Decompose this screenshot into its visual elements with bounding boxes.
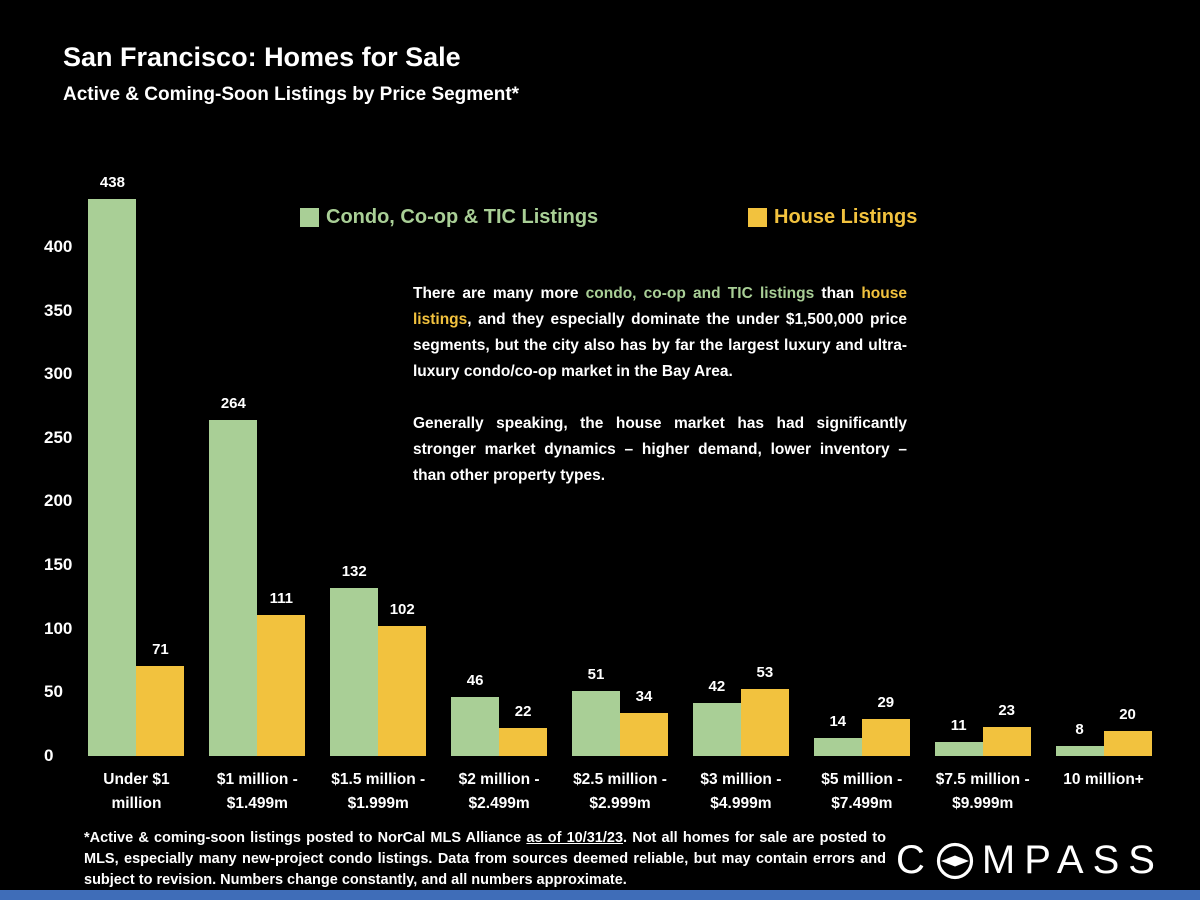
bar-value-label: 11 (950, 717, 967, 734)
x-axis-category-label: 10 million+ (1063, 771, 1144, 788)
bar-value-label: 46 (466, 672, 484, 689)
annotation-p1-text-3: , and they especially dominate the under… (413, 311, 907, 380)
bar-condo: 132 (330, 563, 379, 756)
x-axis-labels: Under $1 million $1 million - $1.499m $1.5 m… (76, 768, 1164, 816)
legend-label-condo: Condo, Co-op & TIC Listings (326, 206, 599, 228)
x-axis-category-label: $2 million - $2.499m (458, 771, 540, 813)
bar-house: 34 (620, 688, 668, 756)
bar-value-label: 14 (829, 713, 847, 730)
page-subtitle: Active & Coming-Soon Listings by Price S… (63, 84, 520, 105)
bar-value-label: 42 (708, 678, 726, 695)
bar-value-label: 53 (756, 664, 774, 681)
x-axis-category-label: $7.5 million - $9.999m (935, 771, 1030, 813)
y-tick-label: 50 (44, 682, 63, 702)
x-axis-category-label: $5 million - $7.499m (821, 771, 903, 813)
bottom-blue-strip (0, 890, 1200, 900)
page-title: San Francisco: Homes for Sale (63, 42, 461, 72)
bar-house: 53 (740, 664, 789, 756)
footnote-text-2: . Not all homes for sale are posted to M… (84, 830, 886, 888)
legend-label-house: House Listings (774, 206, 918, 228)
plot-area: 438 71 264 111 132 102 46 22 51 34 42 53 14 29 11 23 8 20 (76, 174, 1164, 756)
legend-swatch-condo-icon (300, 208, 319, 227)
compass-logo: C MPASS (896, 838, 1164, 883)
y-tick-label: 300 (44, 364, 73, 384)
bar-value-label: 111 (269, 590, 294, 607)
y-tick-label: 200 (44, 491, 73, 511)
bar-group: 132 102 (318, 563, 439, 756)
bar-value-label: 22 (514, 703, 532, 720)
bar-house: 102 (378, 601, 427, 756)
bar-value-label: 8 (1075, 721, 1084, 738)
footnote-date-underlined: as of 10/31/23 (526, 830, 624, 846)
y-tick-label: 0 (44, 746, 54, 765)
bar-value-label: 132 (341, 563, 367, 580)
bar-value-label: 71 (152, 641, 169, 658)
bar-value-label: 438 (99, 174, 125, 191)
bar-house: 111 (257, 590, 306, 756)
y-tick-label: 150 (44, 555, 73, 575)
x-axis-category-label: $1.5 million - $1.999m (331, 771, 426, 813)
bar-value-label: 23 (998, 702, 1016, 719)
footnote-text-1: *Active & coming-soon listings posted to… (84, 830, 527, 846)
bar-house: 22 (499, 703, 548, 756)
x-axis-category-label: $2.5 million - $2.999m (573, 771, 667, 813)
bar-value-label: 29 (877, 694, 895, 711)
bar-condo: 46 (451, 672, 500, 756)
bar-value-label: 20 (1119, 706, 1136, 723)
bar-group: 8 20 (1043, 706, 1164, 756)
bar-group: 51 34 (560, 666, 681, 756)
bar-house: 71 (136, 641, 185, 756)
y-tick-label: 400 (44, 236, 73, 256)
bar-condo: 264 (209, 395, 258, 756)
bar-condo: 51 (572, 666, 620, 756)
compass-logo-letter-c: C (896, 838, 934, 882)
y-tick-label: 350 (44, 300, 73, 320)
bar-group: 46 22 (439, 672, 560, 756)
bar-group: 438 71 (76, 174, 197, 756)
compass-logo-o-icon (936, 842, 973, 879)
bar-value-label: 102 (389, 601, 415, 618)
bar-group: 11 23 (922, 702, 1043, 756)
y-tick-label: 100 (44, 618, 73, 638)
y-axis: 0 50 100 150 200 250 300 350 400 (36, 196, 76, 765)
x-axis-category-label: $3 million - $4.999m (700, 771, 782, 813)
bar-condo: 42 (692, 678, 741, 756)
bar-value-label: 34 (635, 688, 653, 705)
legend-swatch-house-icon (748, 208, 767, 227)
bar-group: 42 53 (680, 664, 801, 756)
bar-house: 23 (982, 702, 1031, 756)
annotation-p1-green-phrase: condo, co-op and TIC listings (585, 285, 815, 302)
bar-condo: 8 (1055, 721, 1104, 756)
annotation-p1-text-1: There are many more (413, 285, 586, 302)
annotation-p1-yellow-phrase: house listings (413, 285, 907, 328)
x-axis-category-label: Under $1 million (103, 771, 170, 813)
annotation-p1-text-2: than (814, 285, 862, 302)
y-tick-label: 250 (44, 427, 73, 447)
bar-chart: 0 50 100 150 200 250 300 350 400 438 71 264 111 132 1… (36, 174, 1164, 846)
bar-condo: 438 (88, 174, 137, 756)
annotation-paragraph-2: Generally speaking, the house market has… (413, 415, 907, 484)
bar-condo: 11 (934, 717, 983, 756)
legend-item-house: House Listings (748, 206, 917, 229)
bar-group: 264 111 (197, 395, 318, 756)
bar-house: 20 (1103, 706, 1152, 756)
legend-item-condo: Condo, Co-op & TIC Listings (300, 206, 598, 229)
bar-condo: 14 (813, 713, 862, 756)
x-axis-category-label: $1 million - $1.499m (216, 771, 298, 813)
annotation-text-block: There are many more condo, co-op and TIC… (413, 281, 907, 489)
compass-logo-letters-mpass: MPASS (981, 838, 1164, 882)
footnote: *Active & coming-soon listings posted to… (84, 828, 886, 891)
annotation-paragraph-1: There are many more condo, co-op and TIC… (413, 281, 907, 385)
bar-value-label: 51 (587, 666, 605, 683)
bar-value-label: 264 (220, 395, 246, 412)
bar-group: 14 29 (801, 694, 922, 756)
bar-house: 29 (861, 694, 910, 756)
